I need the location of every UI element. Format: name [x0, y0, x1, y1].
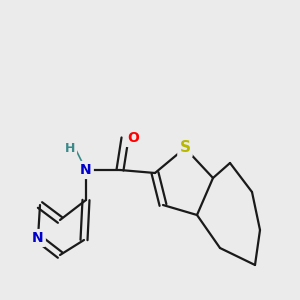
Text: S: S	[179, 140, 191, 155]
Text: H: H	[65, 142, 75, 154]
Text: N: N	[80, 163, 92, 177]
Text: N: N	[32, 231, 44, 245]
Text: O: O	[127, 131, 139, 145]
